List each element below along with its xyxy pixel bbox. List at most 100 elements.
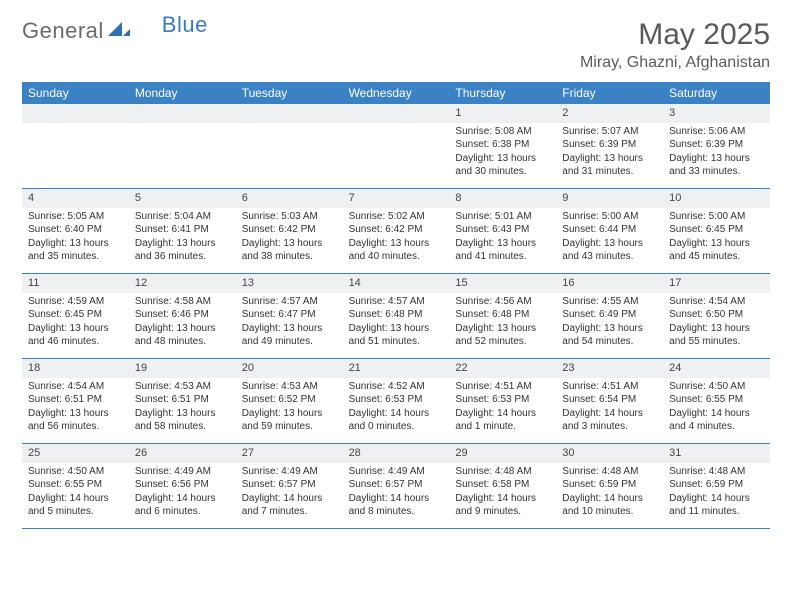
day-number: 16	[556, 274, 663, 293]
day-cell: 30Sunrise: 4:48 AMSunset: 6:59 PMDayligh…	[556, 444, 663, 528]
day-cell: 19Sunrise: 4:53 AMSunset: 6:51 PMDayligh…	[129, 359, 236, 443]
day-cell: 20Sunrise: 4:53 AMSunset: 6:52 PMDayligh…	[236, 359, 343, 443]
day-cell: 2Sunrise: 5:07 AMSunset: 6:39 PMDaylight…	[556, 104, 663, 188]
day-number: 9	[556, 189, 663, 208]
day-number: 20	[236, 359, 343, 378]
day-number: 5	[129, 189, 236, 208]
day-number	[343, 104, 450, 123]
day-details: Sunrise: 4:50 AMSunset: 6:55 PMDaylight:…	[22, 463, 129, 523]
day-cell: 6Sunrise: 5:03 AMSunset: 6:42 PMDaylight…	[236, 189, 343, 273]
day-number: 15	[449, 274, 556, 293]
day-cell: 9Sunrise: 5:00 AMSunset: 6:44 PMDaylight…	[556, 189, 663, 273]
day-number: 27	[236, 444, 343, 463]
day-details	[236, 123, 343, 183]
day-number: 26	[129, 444, 236, 463]
day-details: Sunrise: 4:51 AMSunset: 6:53 PMDaylight:…	[449, 378, 556, 438]
empty-cell	[22, 104, 129, 188]
day-number: 7	[343, 189, 450, 208]
location-text: Miray, Ghazni, Afghanistan	[580, 54, 770, 72]
weekday-thursday: Thursday	[449, 82, 556, 104]
day-cell: 29Sunrise: 4:48 AMSunset: 6:58 PMDayligh…	[449, 444, 556, 528]
day-number: 18	[22, 359, 129, 378]
day-details: Sunrise: 5:06 AMSunset: 6:39 PMDaylight:…	[663, 123, 770, 183]
day-cell: 28Sunrise: 4:49 AMSunset: 6:57 PMDayligh…	[343, 444, 450, 528]
day-number: 23	[556, 359, 663, 378]
day-number: 28	[343, 444, 450, 463]
day-cell: 12Sunrise: 4:58 AMSunset: 6:46 PMDayligh…	[129, 274, 236, 358]
month-title: May 2025	[580, 18, 770, 52]
weekday-tuesday: Tuesday	[236, 82, 343, 104]
day-details: Sunrise: 4:54 AMSunset: 6:50 PMDaylight:…	[663, 293, 770, 353]
day-details	[129, 123, 236, 183]
day-cell: 25Sunrise: 4:50 AMSunset: 6:55 PMDayligh…	[22, 444, 129, 528]
day-number: 30	[556, 444, 663, 463]
logo-text-general: General	[22, 18, 104, 44]
week-row: 4Sunrise: 5:05 AMSunset: 6:40 PMDaylight…	[22, 189, 770, 274]
day-cell: 13Sunrise: 4:57 AMSunset: 6:47 PMDayligh…	[236, 274, 343, 358]
day-number: 22	[449, 359, 556, 378]
day-cell: 16Sunrise: 4:55 AMSunset: 6:49 PMDayligh…	[556, 274, 663, 358]
day-details: Sunrise: 4:57 AMSunset: 6:48 PMDaylight:…	[343, 293, 450, 353]
header: General Blue May 2025 Miray, Ghazni, Afg…	[22, 18, 770, 72]
weekday-monday: Monday	[129, 82, 236, 104]
day-number: 8	[449, 189, 556, 208]
day-details: Sunrise: 4:54 AMSunset: 6:51 PMDaylight:…	[22, 378, 129, 438]
weeks-container: 1Sunrise: 5:08 AMSunset: 6:38 PMDaylight…	[22, 104, 770, 529]
day-details: Sunrise: 4:49 AMSunset: 6:57 PMDaylight:…	[236, 463, 343, 523]
day-number: 24	[663, 359, 770, 378]
day-details: Sunrise: 4:49 AMSunset: 6:56 PMDaylight:…	[129, 463, 236, 523]
day-cell: 1Sunrise: 5:08 AMSunset: 6:38 PMDaylight…	[449, 104, 556, 188]
day-details	[22, 123, 129, 183]
day-details: Sunrise: 5:07 AMSunset: 6:39 PMDaylight:…	[556, 123, 663, 183]
day-number: 19	[129, 359, 236, 378]
day-number: 10	[663, 189, 770, 208]
week-row: 25Sunrise: 4:50 AMSunset: 6:55 PMDayligh…	[22, 444, 770, 529]
day-cell: 7Sunrise: 5:02 AMSunset: 6:42 PMDaylight…	[343, 189, 450, 273]
day-number: 12	[129, 274, 236, 293]
day-details: Sunrise: 5:02 AMSunset: 6:42 PMDaylight:…	[343, 208, 450, 268]
weekday-sunday: Sunday	[22, 82, 129, 104]
day-number	[129, 104, 236, 123]
day-details: Sunrise: 5:05 AMSunset: 6:40 PMDaylight:…	[22, 208, 129, 268]
day-number: 1	[449, 104, 556, 123]
day-cell: 27Sunrise: 4:49 AMSunset: 6:57 PMDayligh…	[236, 444, 343, 528]
empty-cell	[129, 104, 236, 188]
day-number: 2	[556, 104, 663, 123]
day-details: Sunrise: 4:51 AMSunset: 6:54 PMDaylight:…	[556, 378, 663, 438]
title-block: May 2025 Miray, Ghazni, Afghanistan	[580, 18, 770, 72]
day-cell: 22Sunrise: 4:51 AMSunset: 6:53 PMDayligh…	[449, 359, 556, 443]
day-details: Sunrise: 4:49 AMSunset: 6:57 PMDaylight:…	[343, 463, 450, 523]
day-cell: 11Sunrise: 4:59 AMSunset: 6:45 PMDayligh…	[22, 274, 129, 358]
empty-cell	[343, 104, 450, 188]
day-details: Sunrise: 4:50 AMSunset: 6:55 PMDaylight:…	[663, 378, 770, 438]
weekday-header-row: SundayMondayTuesdayWednesdayThursdayFrid…	[22, 82, 770, 104]
day-details: Sunrise: 4:48 AMSunset: 6:59 PMDaylight:…	[663, 463, 770, 523]
day-details	[343, 123, 450, 183]
day-number	[236, 104, 343, 123]
day-number: 11	[22, 274, 129, 293]
day-cell: 4Sunrise: 5:05 AMSunset: 6:40 PMDaylight…	[22, 189, 129, 273]
day-number: 3	[663, 104, 770, 123]
day-details: Sunrise: 5:03 AMSunset: 6:42 PMDaylight:…	[236, 208, 343, 268]
day-number: 6	[236, 189, 343, 208]
day-cell: 3Sunrise: 5:06 AMSunset: 6:39 PMDaylight…	[663, 104, 770, 188]
weekday-friday: Friday	[556, 82, 663, 104]
day-number: 13	[236, 274, 343, 293]
day-number: 25	[22, 444, 129, 463]
day-cell: 31Sunrise: 4:48 AMSunset: 6:59 PMDayligh…	[663, 444, 770, 528]
weekday-wednesday: Wednesday	[343, 82, 450, 104]
week-row: 18Sunrise: 4:54 AMSunset: 6:51 PMDayligh…	[22, 359, 770, 444]
day-number	[22, 104, 129, 123]
day-number: 14	[343, 274, 450, 293]
day-details: Sunrise: 4:53 AMSunset: 6:51 PMDaylight:…	[129, 378, 236, 438]
logo-text-blue: Blue	[162, 12, 208, 38]
day-details: Sunrise: 4:58 AMSunset: 6:46 PMDaylight:…	[129, 293, 236, 353]
week-row: 1Sunrise: 5:08 AMSunset: 6:38 PMDaylight…	[22, 104, 770, 189]
day-number: 31	[663, 444, 770, 463]
day-details: Sunrise: 4:53 AMSunset: 6:52 PMDaylight:…	[236, 378, 343, 438]
day-cell: 8Sunrise: 5:01 AMSunset: 6:43 PMDaylight…	[449, 189, 556, 273]
day-cell: 18Sunrise: 4:54 AMSunset: 6:51 PMDayligh…	[22, 359, 129, 443]
day-details: Sunrise: 4:56 AMSunset: 6:48 PMDaylight:…	[449, 293, 556, 353]
empty-cell	[236, 104, 343, 188]
day-cell: 15Sunrise: 4:56 AMSunset: 6:48 PMDayligh…	[449, 274, 556, 358]
